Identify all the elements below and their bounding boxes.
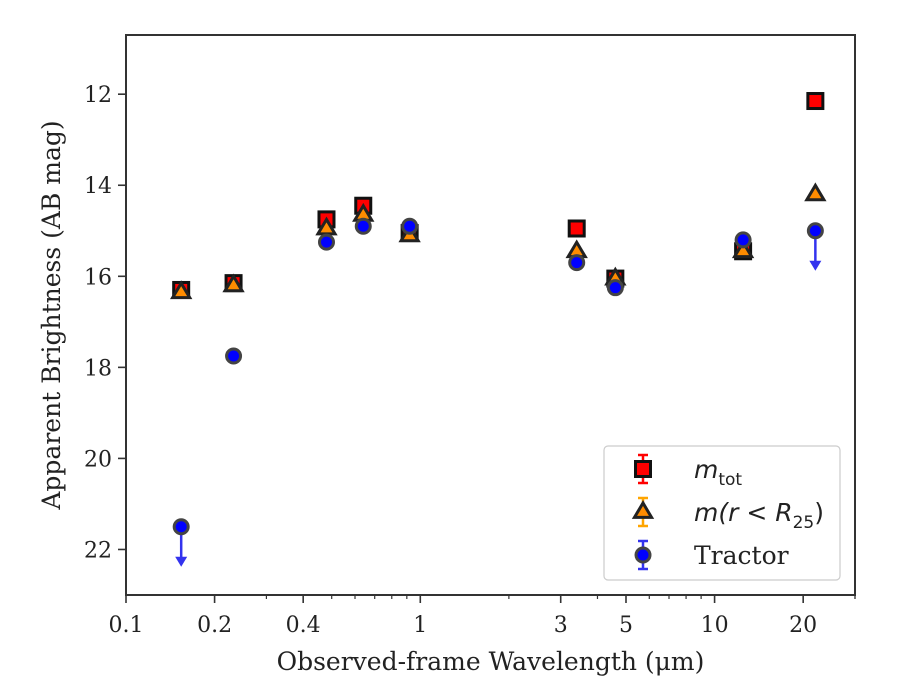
point-0-5 (567, 219, 586, 238)
series-1 (170, 182, 827, 300)
point-2-8 (806, 222, 824, 240)
x-axis-label: Observed-frame Wavelength (μm) (277, 647, 705, 676)
point-2-1 (225, 347, 243, 365)
plot-frame (125, 34, 856, 596)
point-2-5 (568, 254, 586, 272)
x-tick-label-0: 0.1 (109, 613, 144, 638)
point-2-0 (172, 518, 190, 536)
y-tick-label-5: 22 (84, 538, 112, 563)
point-2-3 (354, 217, 372, 235)
legend-box (603, 445, 841, 581)
series-2 (172, 217, 824, 567)
legend: mtot m(r < R25) Tractor (603, 445, 841, 581)
x-tick-label-2: 0.4 (286, 613, 321, 638)
y-axis-label: Apparent Brightness (AB mag) (37, 120, 66, 510)
point-1-1 (222, 273, 245, 293)
y-tick-label-0: 12 (84, 83, 112, 108)
point-2-6 (606, 279, 624, 297)
legend-label-1: m(r < R25) (694, 498, 824, 533)
legend-marker-0 (634, 460, 652, 478)
legend-marker-1 (631, 500, 655, 519)
point-1-7 (731, 239, 755, 259)
x-tick-label-5: 5 (619, 613, 633, 638)
y-axis: 12 14 16 18 20 22 (84, 83, 126, 563)
x-tick-label-6: 10 (701, 613, 729, 638)
y-tick-label-4: 20 (84, 447, 112, 472)
point-2-4 (401, 217, 419, 235)
plot-marks (170, 92, 827, 567)
x-tick-label-7: 20 (789, 613, 817, 638)
legend-label-2: Tractor (694, 541, 789, 570)
x-axis: 0.1 0.2 0.4 1 3 5 10 20 (109, 595, 856, 638)
upper-limit-arrow-head-2-8 (809, 260, 822, 271)
upper-limit-arrow-head-2-0 (175, 556, 188, 567)
point-0-8 (806, 92, 825, 111)
x-tick-label-4: 3 (554, 613, 568, 638)
legend-label-0-sub: tot (718, 470, 742, 490)
y-tick-label-2: 16 (84, 265, 112, 290)
point-1-8 (804, 182, 827, 202)
point-2-7 (734, 231, 752, 249)
legend-marker-2 (634, 546, 652, 564)
legend-label-0-base: m (694, 455, 718, 484)
point-1-0 (170, 280, 193, 300)
legend-label-0: mtot (694, 455, 742, 490)
x-tick-label-1: 0.2 (197, 613, 232, 638)
point-2-2 (317, 233, 335, 251)
legend-label-1-base: m(r < R (694, 498, 793, 527)
x-tick-label-3: 1 (413, 613, 427, 638)
legend-label-1-sub: 25 (793, 513, 815, 533)
y-tick-label-1: 14 (84, 174, 112, 199)
legend-label-1-suffix: ) (814, 498, 824, 527)
y-tick-label-3: 18 (84, 356, 112, 381)
